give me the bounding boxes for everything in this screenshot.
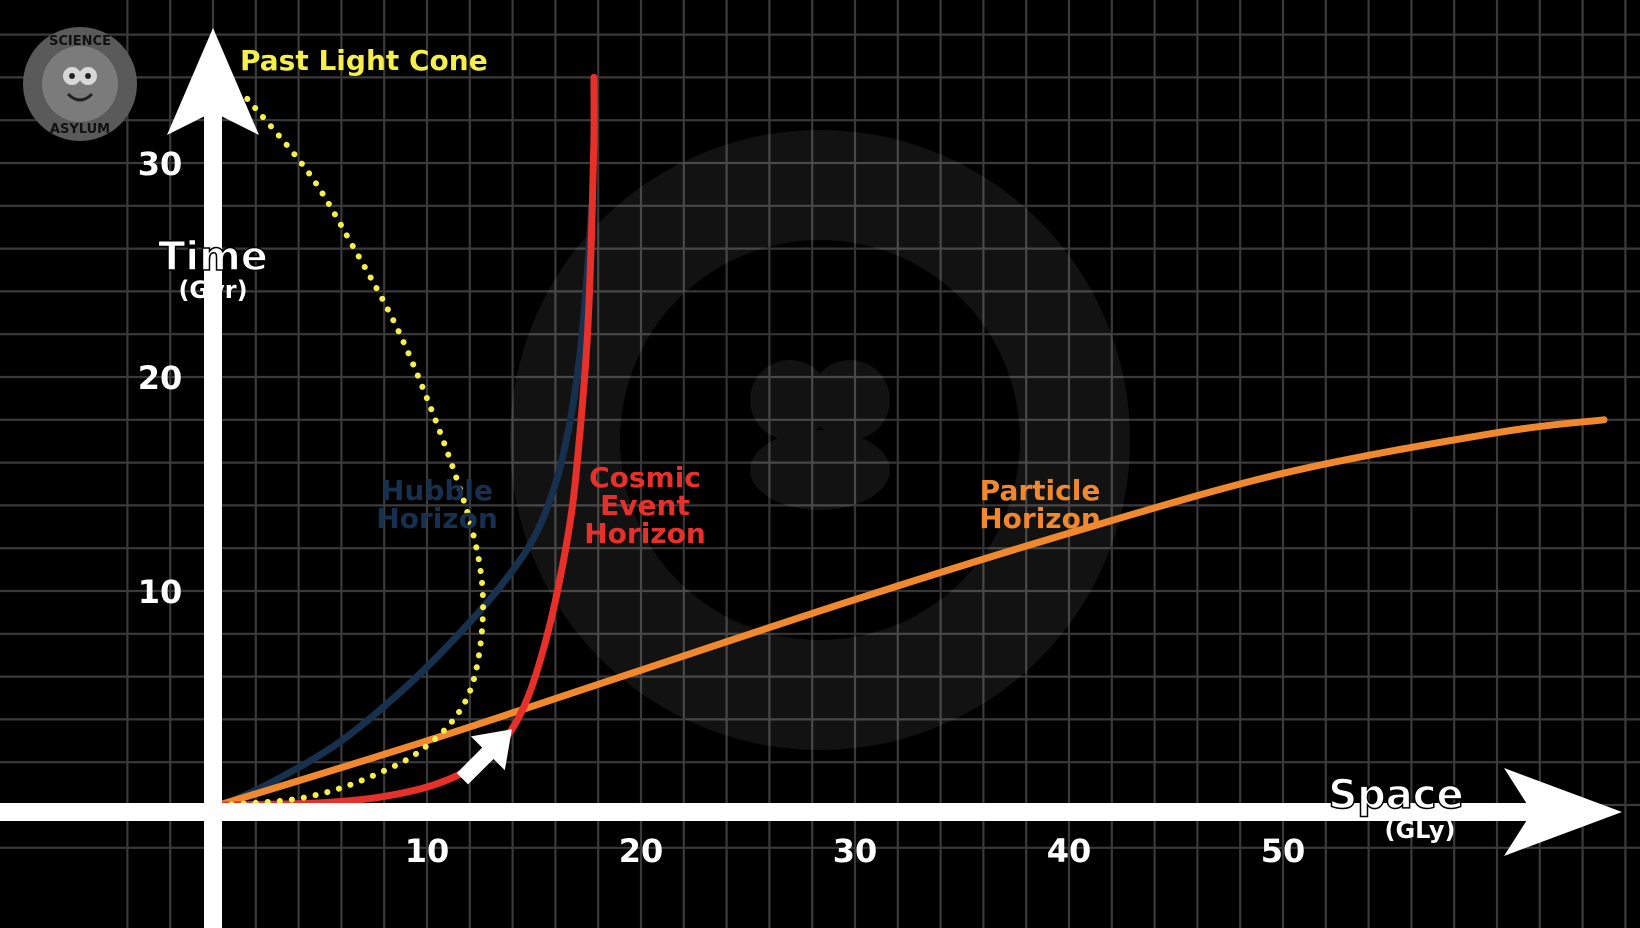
y-tick-label: 20 bbox=[138, 359, 183, 397]
series-labels: Past Light ConeHubbleHorizonCosmicEventH… bbox=[240, 44, 1101, 550]
watermark-logo bbox=[510, 130, 1130, 750]
annotations bbox=[456, 729, 512, 785]
series-label-cosmic-event-horizon: Cosmic bbox=[589, 461, 701, 494]
science-asylum-logo: SCIENCE ASYLUM bbox=[22, 26, 138, 142]
series-line-hubble-horizon bbox=[220, 202, 596, 809]
logo-text-top: SCIENCE bbox=[49, 34, 111, 49]
series-label-cosmic-event-horizon: Event bbox=[600, 489, 690, 522]
pointer-arrow-icon bbox=[456, 729, 512, 785]
logo-text-bottom: ASYLUM bbox=[50, 122, 110, 137]
series-label-hubble-horizon: Hubble bbox=[381, 474, 493, 507]
series-line-past-light-cone bbox=[216, 95, 487, 808]
series-line-cosmic-event-horizon bbox=[220, 73, 598, 809]
y-axis-arrow-icon bbox=[167, 28, 259, 135]
series-label-particle-horizon: Horizon bbox=[979, 502, 1101, 535]
series-line-particle-horizon bbox=[215, 416, 1608, 809]
x-tick-label: 40 bbox=[1047, 832, 1092, 870]
axis-labels: Time (Gyr) Space (GLy) bbox=[157, 233, 1464, 844]
x-tick-label: 20 bbox=[619, 832, 664, 870]
y-axis-label: Time bbox=[158, 234, 268, 280]
tick-labels: 10 20 30 40 50 10 20 30 bbox=[138, 145, 1306, 870]
y-tick-label: 30 bbox=[138, 145, 183, 183]
series-label-cosmic-event-horizon: Horizon bbox=[584, 517, 706, 550]
x-axis-arrow-icon bbox=[1504, 768, 1622, 856]
x-tick-label: 10 bbox=[405, 832, 450, 870]
x-axis-label: Space bbox=[1328, 772, 1463, 818]
y-axis-unit: (Gyr) bbox=[178, 276, 247, 304]
x-tick-label: 30 bbox=[833, 832, 878, 870]
series-label-past-light-cone: Past Light Cone bbox=[240, 44, 488, 77]
axes bbox=[0, 28, 1622, 928]
series-layer bbox=[215, 73, 1608, 809]
x-axis-unit: (GLy) bbox=[1385, 816, 1456, 844]
y-tick-label: 10 bbox=[138, 573, 183, 611]
series-label-hubble-horizon: Horizon bbox=[376, 502, 498, 535]
series-label-particle-horizon: Particle bbox=[980, 474, 1101, 507]
x-tick-label: 50 bbox=[1261, 832, 1306, 870]
